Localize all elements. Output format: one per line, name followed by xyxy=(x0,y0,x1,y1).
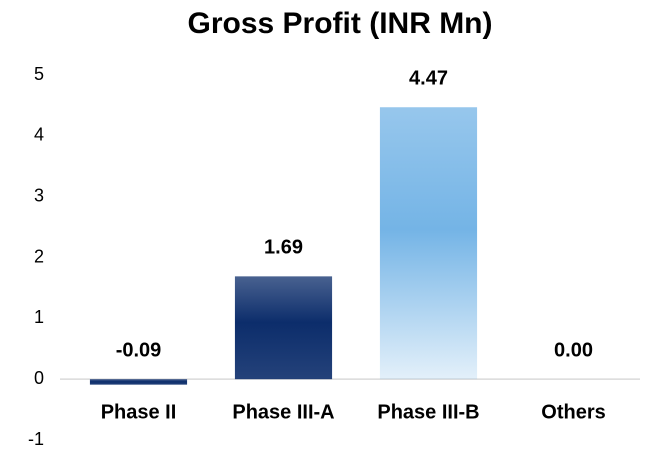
x-tick-label: Phase II xyxy=(101,401,177,423)
data-label: 0.00 xyxy=(554,339,593,361)
x-tick-label: Phase III-A xyxy=(232,401,334,423)
x-tick-label: Others xyxy=(541,401,605,423)
y-tick-label: 3 xyxy=(34,185,44,205)
y-tick-label: 5 xyxy=(34,64,44,84)
data-label: -0.09 xyxy=(116,339,162,361)
data-label: 4.47 xyxy=(409,68,448,90)
y-tick-label: 0 xyxy=(34,368,44,388)
bar xyxy=(234,276,333,380)
bar xyxy=(89,379,188,385)
y-tick-label: 1 xyxy=(34,307,44,327)
y-tick-label: 2 xyxy=(34,246,44,266)
chart-title: Gross Profit (INR Mn) xyxy=(188,7,493,40)
data-label: 1.69 xyxy=(264,237,303,259)
bar xyxy=(379,107,478,380)
y-tick-label: 4 xyxy=(34,125,44,145)
x-tick-label: Phase III-B xyxy=(377,401,479,423)
y-tick-label: -1 xyxy=(28,429,44,449)
